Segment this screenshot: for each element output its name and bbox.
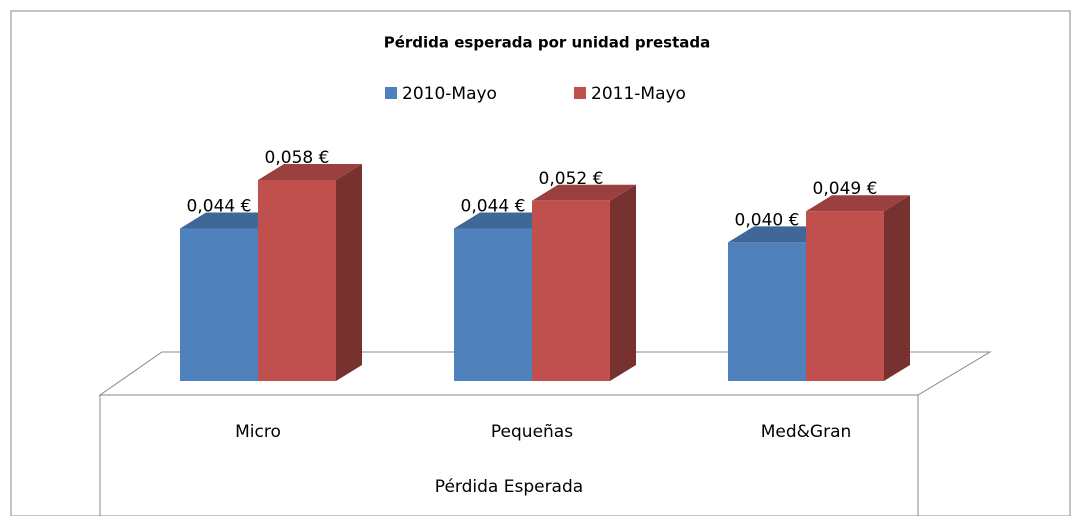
bar — [806, 195, 910, 381]
bar — [532, 184, 636, 381]
bar-front — [180, 228, 258, 381]
data-label: 0,058 € — [265, 148, 330, 168]
legend-label: 2010-Mayo — [402, 84, 497, 104]
legend-swatch — [385, 87, 397, 99]
x-tick-label: Med&Gran — [761, 422, 852, 442]
legend-swatch — [574, 87, 586, 99]
axis-box — [99, 394, 919, 516]
x-tick-label: Pequeñas — [491, 422, 573, 442]
bar-top — [532, 184, 636, 201]
bar-side — [884, 195, 910, 381]
bar — [258, 164, 362, 381]
chart-title: Pérdida esperada por unidad prestada — [384, 34, 711, 52]
bar-front — [728, 242, 806, 381]
bar-front — [806, 211, 884, 381]
x-axis-title: Pérdida Esperada — [435, 477, 583, 497]
x-tick-label: Micro — [235, 422, 281, 442]
bar-front — [258, 180, 336, 381]
bar-top — [258, 164, 362, 180]
data-label: 0,040 € — [735, 210, 800, 230]
bar-top — [806, 195, 910, 212]
bar-front — [532, 200, 610, 381]
legend-label: 2011-Mayo — [591, 84, 686, 104]
bar-side — [610, 184, 636, 381]
data-label: 0,052 € — [539, 169, 604, 189]
bar-side — [336, 164, 362, 381]
data-label: 0,044 € — [187, 197, 252, 217]
data-label: 0,044 € — [461, 197, 526, 217]
data-label: 0,049 € — [813, 179, 878, 199]
bar-front — [454, 228, 532, 381]
